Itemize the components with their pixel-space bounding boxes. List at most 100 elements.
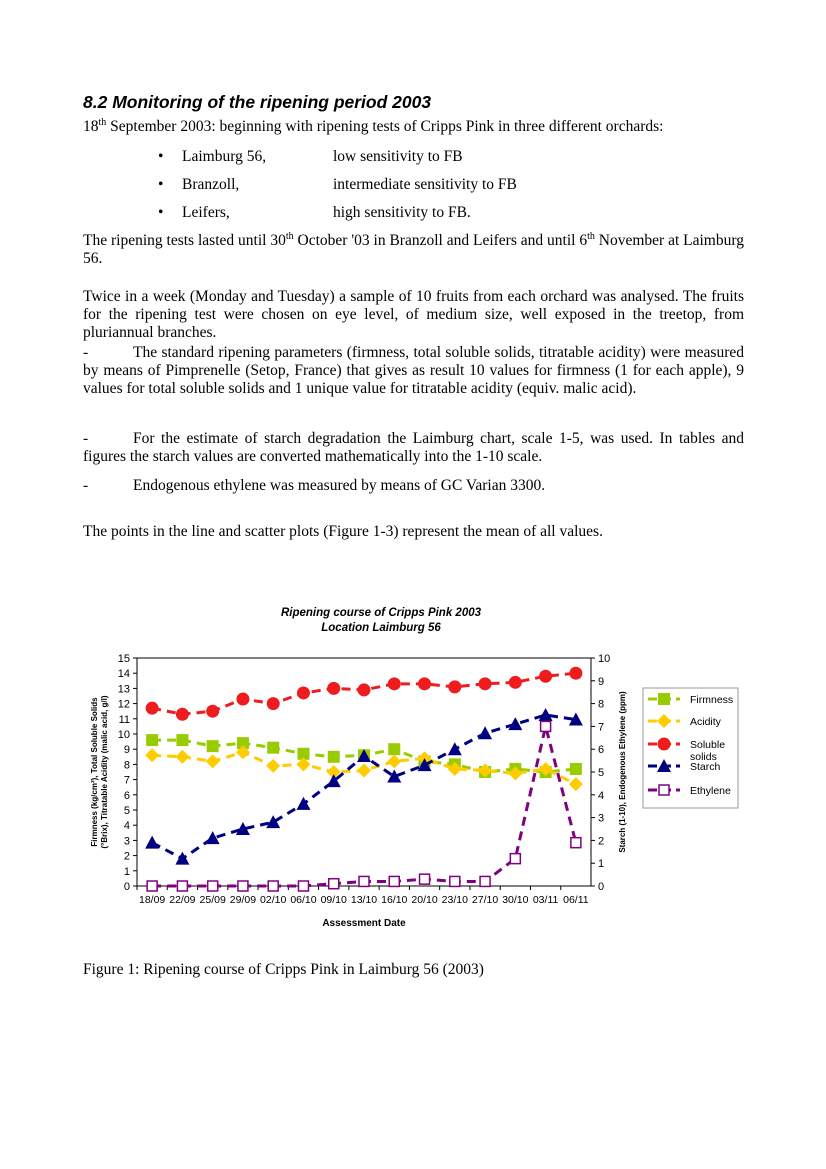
data-point — [418, 873, 431, 885]
x-tick-label: 27/10 — [472, 894, 498, 906]
bullet-dot: • — [158, 176, 164, 193]
data-point — [267, 880, 279, 892]
data-point — [478, 726, 493, 740]
data-point — [176, 880, 189, 892]
data-point — [175, 707, 189, 721]
x-tick-label: 18/09 — [139, 894, 165, 906]
data-point — [267, 741, 280, 754]
data-point — [388, 743, 401, 756]
dash-marker: - — [83, 477, 89, 494]
data-point — [206, 704, 220, 718]
data-point — [145, 701, 159, 715]
data-point — [297, 747, 310, 760]
text: The ripening tests lasted until 30 — [83, 232, 286, 249]
y-tick-label: 6 — [124, 790, 130, 802]
data-point — [145, 748, 160, 763]
x-tick-label: 16/10 — [381, 894, 407, 906]
chart: Ripening course of Cripps Pink 2003 Locat… — [90, 607, 739, 929]
data-point — [447, 742, 462, 756]
data-point — [146, 880, 158, 892]
bullet-dot: • — [158, 204, 164, 221]
bullet-name: Branzoll, — [182, 176, 240, 193]
y-tick-label: 2 — [124, 851, 130, 863]
bullet-name: Laimburg 56, — [182, 148, 267, 165]
y-tick-label: 10 — [118, 729, 130, 741]
y-tick-label: 12 — [118, 699, 130, 711]
data-point — [508, 717, 523, 731]
legend-label: Ethylene — [690, 785, 731, 797]
data-point — [357, 683, 371, 697]
dash-item: - The standard ripening parameters (firmn… — [83, 344, 744, 398]
data-point — [357, 749, 371, 763]
y2-tick-label: 10 — [598, 653, 610, 665]
data-point — [236, 737, 249, 750]
data-point — [175, 851, 190, 865]
legend-label: Starch — [690, 761, 721, 773]
superscript: th — [98, 116, 107, 128]
data-point — [327, 681, 341, 695]
x-tick-label: 13/10 — [351, 894, 377, 906]
y2-tick-label: 0 — [598, 881, 604, 893]
data-point — [297, 880, 310, 892]
y-tick-label: 5 — [124, 805, 130, 817]
superscript: th — [285, 230, 294, 242]
data-point — [509, 852, 522, 865]
data-point — [388, 875, 401, 888]
data-point — [146, 734, 159, 747]
legend-marker — [657, 759, 671, 772]
data-point — [387, 769, 402, 783]
data-point — [568, 712, 583, 726]
data-point — [447, 761, 462, 776]
x-tick-label: 09/10 — [321, 894, 347, 906]
data-point — [176, 734, 189, 747]
data-point — [539, 720, 552, 733]
text: 18 — [83, 118, 99, 135]
y-tick-label: 13 — [118, 683, 130, 695]
bullet-dot: • — [158, 148, 164, 165]
data-point — [358, 875, 370, 888]
data-point — [296, 796, 311, 810]
legend-label: Soluble solids — [690, 739, 725, 763]
x-tick-label: 23/10 — [442, 894, 468, 906]
y2-axis-label: Starch (1-10), Endogenous Ethylene (ppm) — [618, 691, 627, 853]
y2-tick-label: 7 — [598, 721, 604, 733]
paragraph: Twice in a week (Monday and Tuesday) a s… — [83, 288, 744, 342]
legend-marker — [658, 693, 670, 705]
data-point — [418, 677, 432, 691]
data-point — [538, 761, 553, 776]
data-point — [326, 774, 341, 788]
legend-marker — [658, 784, 670, 796]
legend-marker — [657, 714, 671, 728]
data-point — [478, 763, 493, 778]
y-tick-label: 3 — [124, 835, 130, 847]
data-point — [266, 758, 281, 773]
data-point — [296, 757, 311, 772]
x-tick-label: 02/10 — [260, 894, 286, 906]
x-tick-label: 06/10 — [290, 894, 316, 906]
x-tick-label: 22/09 — [169, 894, 195, 906]
y-tick-label: 11 — [119, 714, 130, 726]
data-point — [326, 765, 341, 779]
x-tick-label: 29/09 — [230, 894, 256, 906]
x-tick-label: 03/11 — [533, 894, 559, 906]
dash-text: The standard ripening parameters (firmne… — [83, 344, 744, 397]
chart-title: Location Laimburg 56 — [321, 622, 441, 634]
y-axis-label: (°Brix), Titratable Acidity (malic acid,… — [100, 695, 109, 848]
heading: 8.2 Monitoring of the ripening period 20… — [83, 92, 432, 112]
y2-tick-label: 4 — [598, 790, 604, 802]
legend-marker — [657, 737, 671, 751]
data-point — [508, 675, 522, 689]
dash-item: - For the estimate of starch degradation … — [83, 430, 744, 466]
x-axis-label: Assessment Date — [322, 918, 406, 929]
legend-label: Firmness — [690, 694, 733, 706]
dash-marker: - — [83, 344, 89, 361]
data-point — [570, 836, 582, 849]
y2-tick-label: 5 — [598, 767, 604, 779]
data-point — [236, 692, 250, 706]
dash-text: Endogenous ethylene was measured by mean… — [133, 477, 546, 494]
superscript: th — [587, 230, 595, 242]
y-tick-label: 14 — [118, 668, 130, 680]
closing: The points in the line and scatter plots… — [83, 523, 603, 540]
y2-tick-label: 8 — [598, 699, 604, 711]
